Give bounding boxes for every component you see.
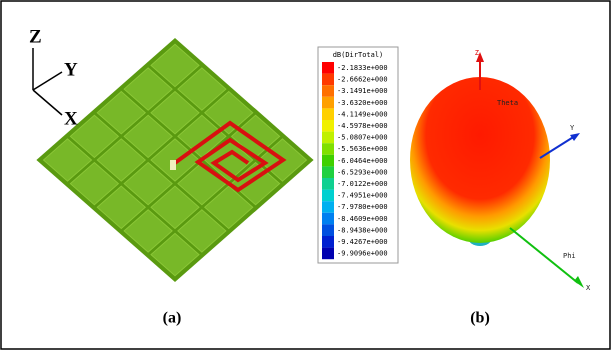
radiation-pattern	[410, 77, 550, 243]
axis-z-b: Z	[475, 49, 479, 57]
legend-entry: -8.9438e+000	[337, 226, 388, 234]
axis-y-b: Y	[570, 124, 575, 132]
legend-swatch	[322, 213, 334, 225]
legend-entry: -7.9780e+000	[337, 203, 388, 211]
legend-swatch	[322, 85, 334, 97]
legend-entry: -7.0122e+000	[337, 180, 388, 188]
legend-swatch	[322, 62, 334, 74]
legend-entries: -2.1833e+000 -2.6662e+000 -3.1491e+000 -3.6…	[322, 62, 388, 259]
legend-swatch	[322, 190, 334, 202]
legend-entry: -5.5636e+000	[337, 145, 388, 153]
legend-swatch	[322, 178, 334, 190]
legend-swatch	[322, 248, 334, 260]
legend-entry: -4.1149e+000	[337, 110, 388, 118]
legend-entry: -5.0807e+000	[337, 134, 388, 142]
axis-phi: Phi	[563, 252, 576, 260]
figure: Z Y X (a) dB(DirTotal) -2.1833e+000 -2.66…	[0, 0, 611, 350]
legend-entry: -9.4267e+000	[337, 238, 388, 246]
legend-swatch	[322, 108, 334, 120]
legend-entry: -4.5978e+000	[337, 122, 388, 130]
legend-swatch	[322, 201, 334, 213]
legend-swatch	[322, 236, 334, 248]
legend-swatch	[322, 132, 334, 144]
caption-b: (b)	[470, 310, 490, 327]
legend-entry: -3.1491e+000	[337, 87, 388, 95]
legend-swatch	[322, 143, 334, 155]
legend-entry: -9.9096e+000	[337, 250, 388, 258]
legend-entry: -2.1833e+000	[337, 64, 388, 72]
legend-entry: -7.4951e+000	[337, 192, 388, 200]
axis-y: Y	[64, 59, 78, 80]
axis-z: Z	[29, 26, 42, 47]
axis-x: X	[64, 108, 78, 129]
legend-entry: -2.6662e+000	[337, 76, 388, 84]
legend-swatch	[322, 166, 334, 178]
axes-icon-a	[33, 48, 62, 115]
legend-entry: -3.6320e+000	[337, 99, 388, 107]
axis-x-b: X	[586, 284, 591, 292]
legend-swatch	[322, 224, 334, 236]
legend-entry: -8.4609e+000	[337, 215, 388, 223]
axis-theta: Theta	[497, 99, 518, 107]
legend-entry: -6.5293e+000	[337, 168, 388, 176]
legend-swatch	[322, 155, 334, 167]
legend-swatch	[322, 97, 334, 109]
caption-a: (a)	[163, 310, 182, 327]
legend-entry: -6.0464e+000	[337, 157, 388, 165]
legend-swatch	[322, 74, 334, 86]
legend-title: dB(DirTotal)	[333, 51, 384, 59]
legend-swatch	[322, 120, 334, 132]
